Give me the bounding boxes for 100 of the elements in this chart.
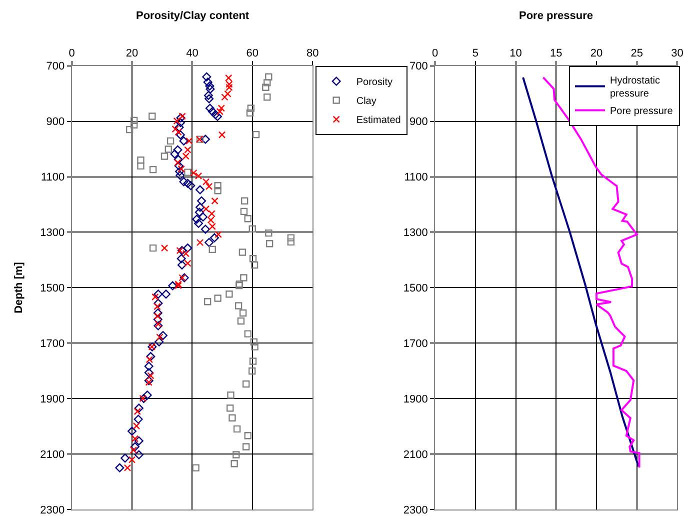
point — [233, 425, 241, 433]
point — [124, 464, 132, 472]
point — [246, 109, 254, 117]
point — [134, 408, 142, 416]
legend-label: Estimated — [356, 115, 401, 126]
point — [214, 187, 222, 194]
point — [242, 380, 250, 388]
point — [225, 74, 232, 82]
point — [152, 293, 159, 300]
point — [208, 210, 216, 218]
point — [130, 116, 138, 124]
point — [154, 312, 162, 320]
x-tick-label: 0 — [68, 47, 75, 60]
point — [178, 274, 186, 282]
point — [186, 137, 193, 145]
y-tick-label: 2100 — [403, 449, 428, 462]
point — [232, 451, 240, 458]
y-tick-label: 900 — [46, 116, 65, 128]
point — [248, 225, 256, 233]
y-axis-title: Depth [m] — [12, 262, 25, 314]
point — [226, 290, 233, 298]
point — [146, 356, 154, 364]
point — [208, 222, 216, 230]
point — [156, 334, 164, 341]
point — [132, 422, 140, 430]
point — [137, 156, 144, 164]
point — [249, 255, 257, 262]
y-tick-label: 2300 — [40, 504, 65, 517]
point — [160, 152, 168, 160]
point — [172, 125, 179, 133]
y-tick-label: 1900 — [40, 394, 65, 406]
point — [205, 182, 213, 190]
point — [147, 372, 154, 380]
point — [202, 205, 210, 213]
chart-title: Pore pressure — [519, 10, 593, 22]
point — [211, 197, 218, 204]
y-tick-label: 1100 — [404, 172, 428, 184]
x-tick-label: 20 — [126, 47, 138, 60]
point — [174, 159, 182, 166]
point — [226, 80, 233, 88]
y-tick-label: 1700 — [403, 338, 428, 350]
point — [164, 146, 172, 153]
point — [194, 172, 202, 180]
x-tick-label: 10 — [510, 47, 522, 60]
point — [264, 79, 271, 86]
point — [249, 358, 257, 365]
point — [160, 244, 168, 252]
chart-title: Porosity/Clay content — [136, 10, 250, 22]
y-tick-label: 2300 — [403, 504, 428, 517]
point — [178, 112, 186, 120]
point — [214, 230, 222, 238]
x-tick-label: 60 — [246, 47, 259, 60]
point — [131, 435, 139, 442]
point — [130, 121, 138, 128]
point — [247, 104, 254, 112]
point — [265, 229, 272, 237]
point — [262, 84, 270, 92]
point — [154, 320, 162, 328]
point — [192, 464, 200, 472]
point — [242, 443, 250, 450]
point — [265, 73, 272, 80]
point — [234, 302, 242, 310]
point — [184, 168, 192, 176]
x-tick-label: 5 — [472, 47, 478, 60]
point — [184, 146, 192, 154]
x-tick-label: 80 — [306, 47, 319, 60]
point — [239, 309, 247, 317]
point — [228, 414, 236, 422]
point — [128, 456, 136, 464]
point — [204, 298, 212, 306]
y-tick-label: 1700 — [40, 338, 65, 350]
x-tick-label: 0 — [432, 47, 438, 60]
point — [149, 244, 157, 252]
legend-label: Hydrostatic pressure — [610, 76, 660, 100]
point — [251, 343, 258, 350]
point — [264, 94, 271, 101]
point — [208, 246, 216, 254]
point — [230, 460, 238, 468]
point — [250, 261, 258, 269]
x-tick-label: 20 — [590, 47, 603, 60]
legend-label: Clay — [356, 96, 376, 108]
point — [248, 367, 256, 375]
point — [190, 169, 198, 176]
point — [224, 90, 232, 98]
point — [240, 197, 248, 204]
point — [184, 260, 192, 267]
point — [244, 432, 252, 440]
point — [173, 117, 180, 125]
point — [244, 330, 252, 338]
point — [202, 178, 210, 186]
point — [207, 216, 214, 224]
point — [226, 84, 233, 92]
point — [237, 317, 245, 325]
point — [266, 240, 274, 248]
y-tick-label: 1500 — [403, 282, 428, 295]
point — [238, 248, 246, 256]
point — [244, 215, 252, 222]
y-tick-label: 900 — [410, 116, 428, 128]
point — [214, 294, 222, 302]
point — [148, 112, 156, 120]
